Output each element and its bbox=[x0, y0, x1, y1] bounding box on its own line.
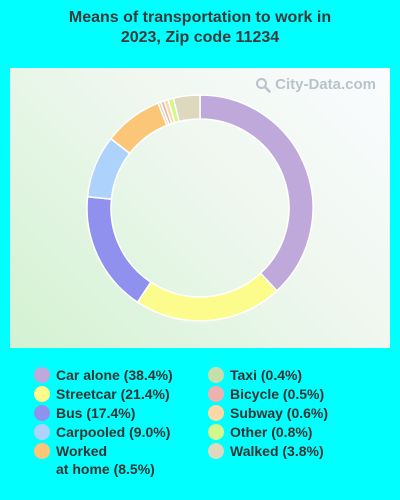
legend-item-5: Taxi (0.4%) bbox=[208, 366, 302, 384]
legend-label-0: Car alone (38.4%) bbox=[56, 367, 173, 383]
legend-label-4: Worked at home (8.5%) bbox=[56, 443, 155, 477]
legend-swatch-2 bbox=[34, 405, 50, 421]
donut-slice-4 bbox=[109, 102, 168, 155]
watermark-text: City-Data.com bbox=[275, 76, 376, 93]
legend-item-8: Other (0.8%) bbox=[208, 423, 312, 441]
legend-label-2: Bus (17.4%) bbox=[56, 405, 136, 421]
plot-area: City-Data.com bbox=[10, 68, 390, 348]
legend-item-7: Subway (0.6%) bbox=[208, 404, 328, 422]
legend-item-9: Walked (3.8%) bbox=[208, 442, 324, 460]
legend-swatch-7 bbox=[208, 405, 224, 421]
legend-swatch-3 bbox=[34, 424, 50, 440]
legend-swatch-6 bbox=[208, 386, 224, 402]
legend-label-1: Streetcar (21.4%) bbox=[56, 386, 170, 402]
donut-slice-2 bbox=[86, 195, 152, 304]
legend-item-3: Carpooled (9.0%) bbox=[34, 423, 170, 441]
donut-slice-9 bbox=[172, 94, 201, 123]
legend-swatch-0 bbox=[34, 367, 50, 383]
chart-title-line-1: Means of transportation to work in bbox=[68, 9, 332, 26]
legend-label-7: Subway (0.6%) bbox=[230, 405, 329, 421]
chart-title: Means of transportation to work in 2023,… bbox=[0, 8, 400, 48]
watermark: City-Data.com bbox=[255, 76, 376, 93]
chart-title-line-2: 2023, Zip code 11234 bbox=[120, 29, 280, 46]
magnifier-icon bbox=[256, 77, 271, 93]
legend-swatch-1 bbox=[34, 386, 50, 402]
legend-label-9: Walked (3.8%) bbox=[230, 443, 324, 459]
legend-label-6: Bicycle (0.5%) bbox=[230, 386, 325, 402]
legend-item-4: Worked at home (8.5%) bbox=[34, 442, 155, 478]
legend-item-0: Car alone (38.4%) bbox=[34, 366, 173, 384]
legend-label-5: Taxi (0.4%) bbox=[230, 367, 303, 383]
legend-item-2: Bus (17.4%) bbox=[34, 404, 135, 422]
legend-swatch-9 bbox=[208, 443, 224, 459]
legend-swatch-5 bbox=[208, 367, 224, 383]
donut-slice-1 bbox=[136, 272, 278, 322]
legend-swatch-4 bbox=[34, 443, 50, 459]
legend-swatch-8 bbox=[208, 424, 224, 440]
donut-slice-0 bbox=[199, 94, 314, 292]
legend-item-1: Streetcar (21.4%) bbox=[34, 385, 170, 403]
legend-item-6: Bicycle (0.5%) bbox=[208, 385, 324, 403]
legend-label-3: Carpooled (9.0%) bbox=[56, 424, 171, 440]
legend-label-8: Other (0.8%) bbox=[230, 424, 313, 440]
donut-chart bbox=[86, 94, 314, 322]
